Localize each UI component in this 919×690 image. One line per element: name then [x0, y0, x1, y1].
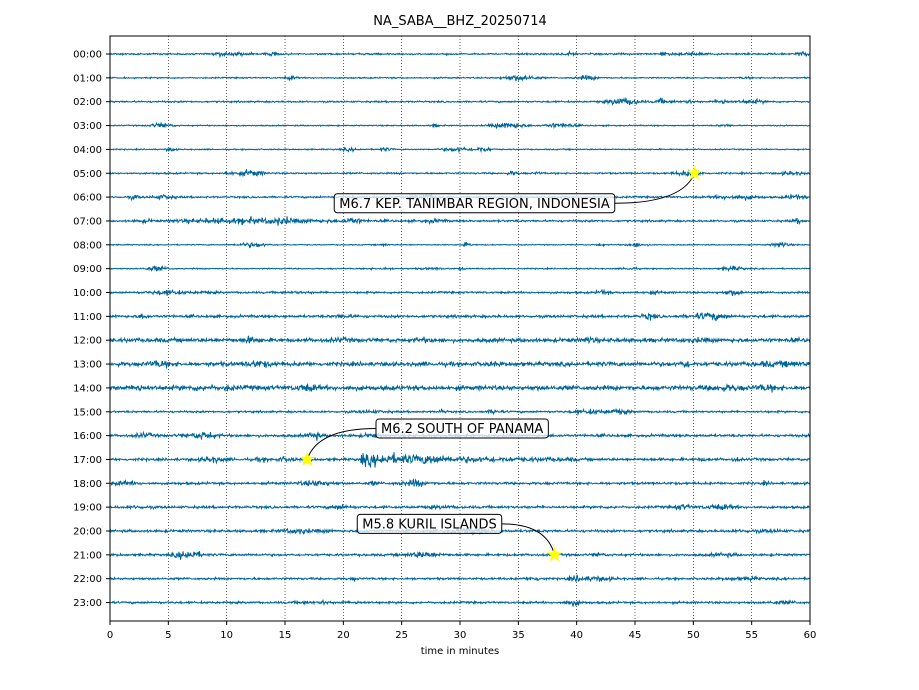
- y-tick-label: 18:00: [73, 479, 102, 490]
- x-tick-label: 35: [512, 630, 525, 641]
- trace-line: [109, 264, 811, 273]
- event-label: M6.7 KEP. TANIMBAR REGION, INDONESIA: [339, 197, 610, 212]
- trace-line: [109, 121, 811, 130]
- x-axis-label: time in minutes: [421, 646, 500, 657]
- trace-line: [109, 551, 811, 560]
- trace-line: [109, 145, 811, 154]
- y-tick-label: 15:00: [73, 407, 102, 418]
- y-tick-label: 20:00: [73, 527, 102, 538]
- y-tick-label: 11:00: [73, 312, 102, 323]
- trace-line: [109, 241, 811, 249]
- trace-line: [109, 288, 811, 297]
- event-star-marker: [686, 165, 703, 180]
- y-tick-label: 10:00: [73, 288, 102, 299]
- traces: [109, 50, 811, 607]
- x-tick-label: 15: [279, 630, 292, 641]
- trace-line: [109, 598, 810, 607]
- event-annotation: M5.8 KURIL ISLANDS: [356, 513, 563, 562]
- event-star-marker: [299, 451, 315, 466]
- trace-line: [109, 97, 811, 106]
- event-label-box: [356, 513, 503, 534]
- x-tick-label: 5: [165, 630, 171, 641]
- trace-line: [109, 216, 811, 226]
- trace-line: [109, 74, 811, 82]
- trace-line: [109, 503, 811, 511]
- y-tick-label: 07:00: [73, 216, 102, 227]
- y-tick-label: 13:00: [73, 360, 102, 371]
- event-annotation: M6.2 SOUTH OF PANAMA: [299, 418, 549, 466]
- trace-line: [109, 452, 811, 468]
- x-tick-label: 45: [629, 630, 642, 641]
- y-tick-label: 03:00: [73, 121, 102, 132]
- x-tick-label: 60: [804, 630, 817, 641]
- event-connector: [614, 173, 695, 204]
- y-tick-label: 21:00: [73, 550, 102, 561]
- x-tick-label: 0: [107, 630, 113, 641]
- y-tick-label: 23:00: [73, 598, 102, 609]
- trace-line: [109, 50, 811, 59]
- x-tick-labels: 0 5 10 15 20 25 30 35 40 45 50 55 60: [107, 621, 817, 641]
- x-tick-label: 10: [220, 630, 233, 641]
- y-tick-label: 02:00: [73, 97, 102, 108]
- x-tick-label: 25: [395, 630, 408, 641]
- x-tick-label: 20: [337, 630, 350, 641]
- y-tick-label: 08:00: [73, 240, 102, 251]
- y-tick-label: 17:00: [73, 455, 102, 466]
- x-tick-label: 40: [570, 630, 583, 641]
- y-tick-labels: 00:00 01:00 02:00 03:00 04:00 05:00 06:00 07:00…: [73, 50, 110, 609]
- x-tick-label: 30: [454, 630, 467, 641]
- trace-line: [109, 478, 811, 488]
- y-tick-label: 09:00: [73, 264, 102, 275]
- event-star-marker: [546, 546, 563, 562]
- trace-line: [109, 383, 811, 393]
- y-tick-label: 14:00: [73, 383, 102, 394]
- y-tick-label: 04:00: [73, 145, 102, 156]
- trace-line: [109, 574, 811, 583]
- y-tick-label: 06:00: [73, 193, 102, 204]
- y-tick-label: 05:00: [73, 169, 102, 180]
- y-tick-label: 16:00: [73, 431, 102, 442]
- event-annotation: M6.7 KEP. TANIMBAR REGION, INDONESIA: [333, 165, 703, 214]
- y-tick-label: 00:00: [73, 50, 102, 61]
- event-annotations: M6.7 KEP. TANIMBAR REGION, INDONESIA M6.2…: [299, 165, 703, 562]
- y-tick-label: 01:00: [73, 73, 102, 84]
- x-tick-label: 55: [745, 630, 758, 641]
- trace-line: [109, 359, 811, 369]
- event-label-box: [375, 418, 549, 439]
- x-tick-label: 50: [687, 630, 700, 641]
- event-connector: [501, 523, 555, 555]
- trace-line: [109, 407, 811, 417]
- trace-line: [109, 169, 811, 178]
- y-tick-label: 12:00: [73, 336, 102, 347]
- chart-title: NA_SABA__BHZ_20250714: [373, 14, 547, 29]
- event-label: M5.8 KURIL ISLANDS: [362, 517, 496, 532]
- y-tick-label: 19:00: [73, 503, 102, 514]
- event-label: M6.2 SOUTH OF PANAMA: [381, 422, 543, 437]
- trace-line: [109, 335, 811, 345]
- event-connector: [306, 427, 376, 460]
- event-label-box: [333, 193, 616, 214]
- y-tick-label: 22:00: [73, 574, 102, 585]
- trace-line: [109, 311, 811, 322]
